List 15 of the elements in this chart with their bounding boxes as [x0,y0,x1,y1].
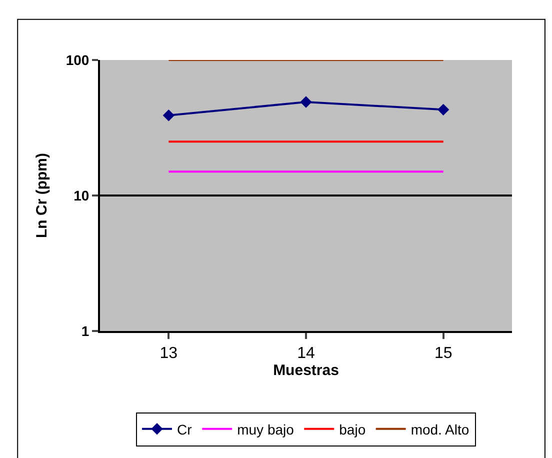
y-tick-label: 10 [74,187,90,204]
x-tick-label: 14 [297,345,315,362]
legend-label: muy bajo [237,421,294,438]
x-tick-label: 13 [160,345,178,362]
legend-label: mod. Alto [410,421,470,438]
y-tick-label: 100 [66,52,90,68]
y-axis-title: Ln Cr (ppm) [34,153,51,238]
y-tick-label: 1 [81,322,90,339]
point [437,104,450,116]
x-axis-title: Muestras [273,362,339,380]
point [162,110,175,122]
x-tick-label: 15 [434,345,452,362]
legend-label: bajo [339,421,366,438]
legend-label: Cr [177,421,192,438]
point [300,96,312,108]
